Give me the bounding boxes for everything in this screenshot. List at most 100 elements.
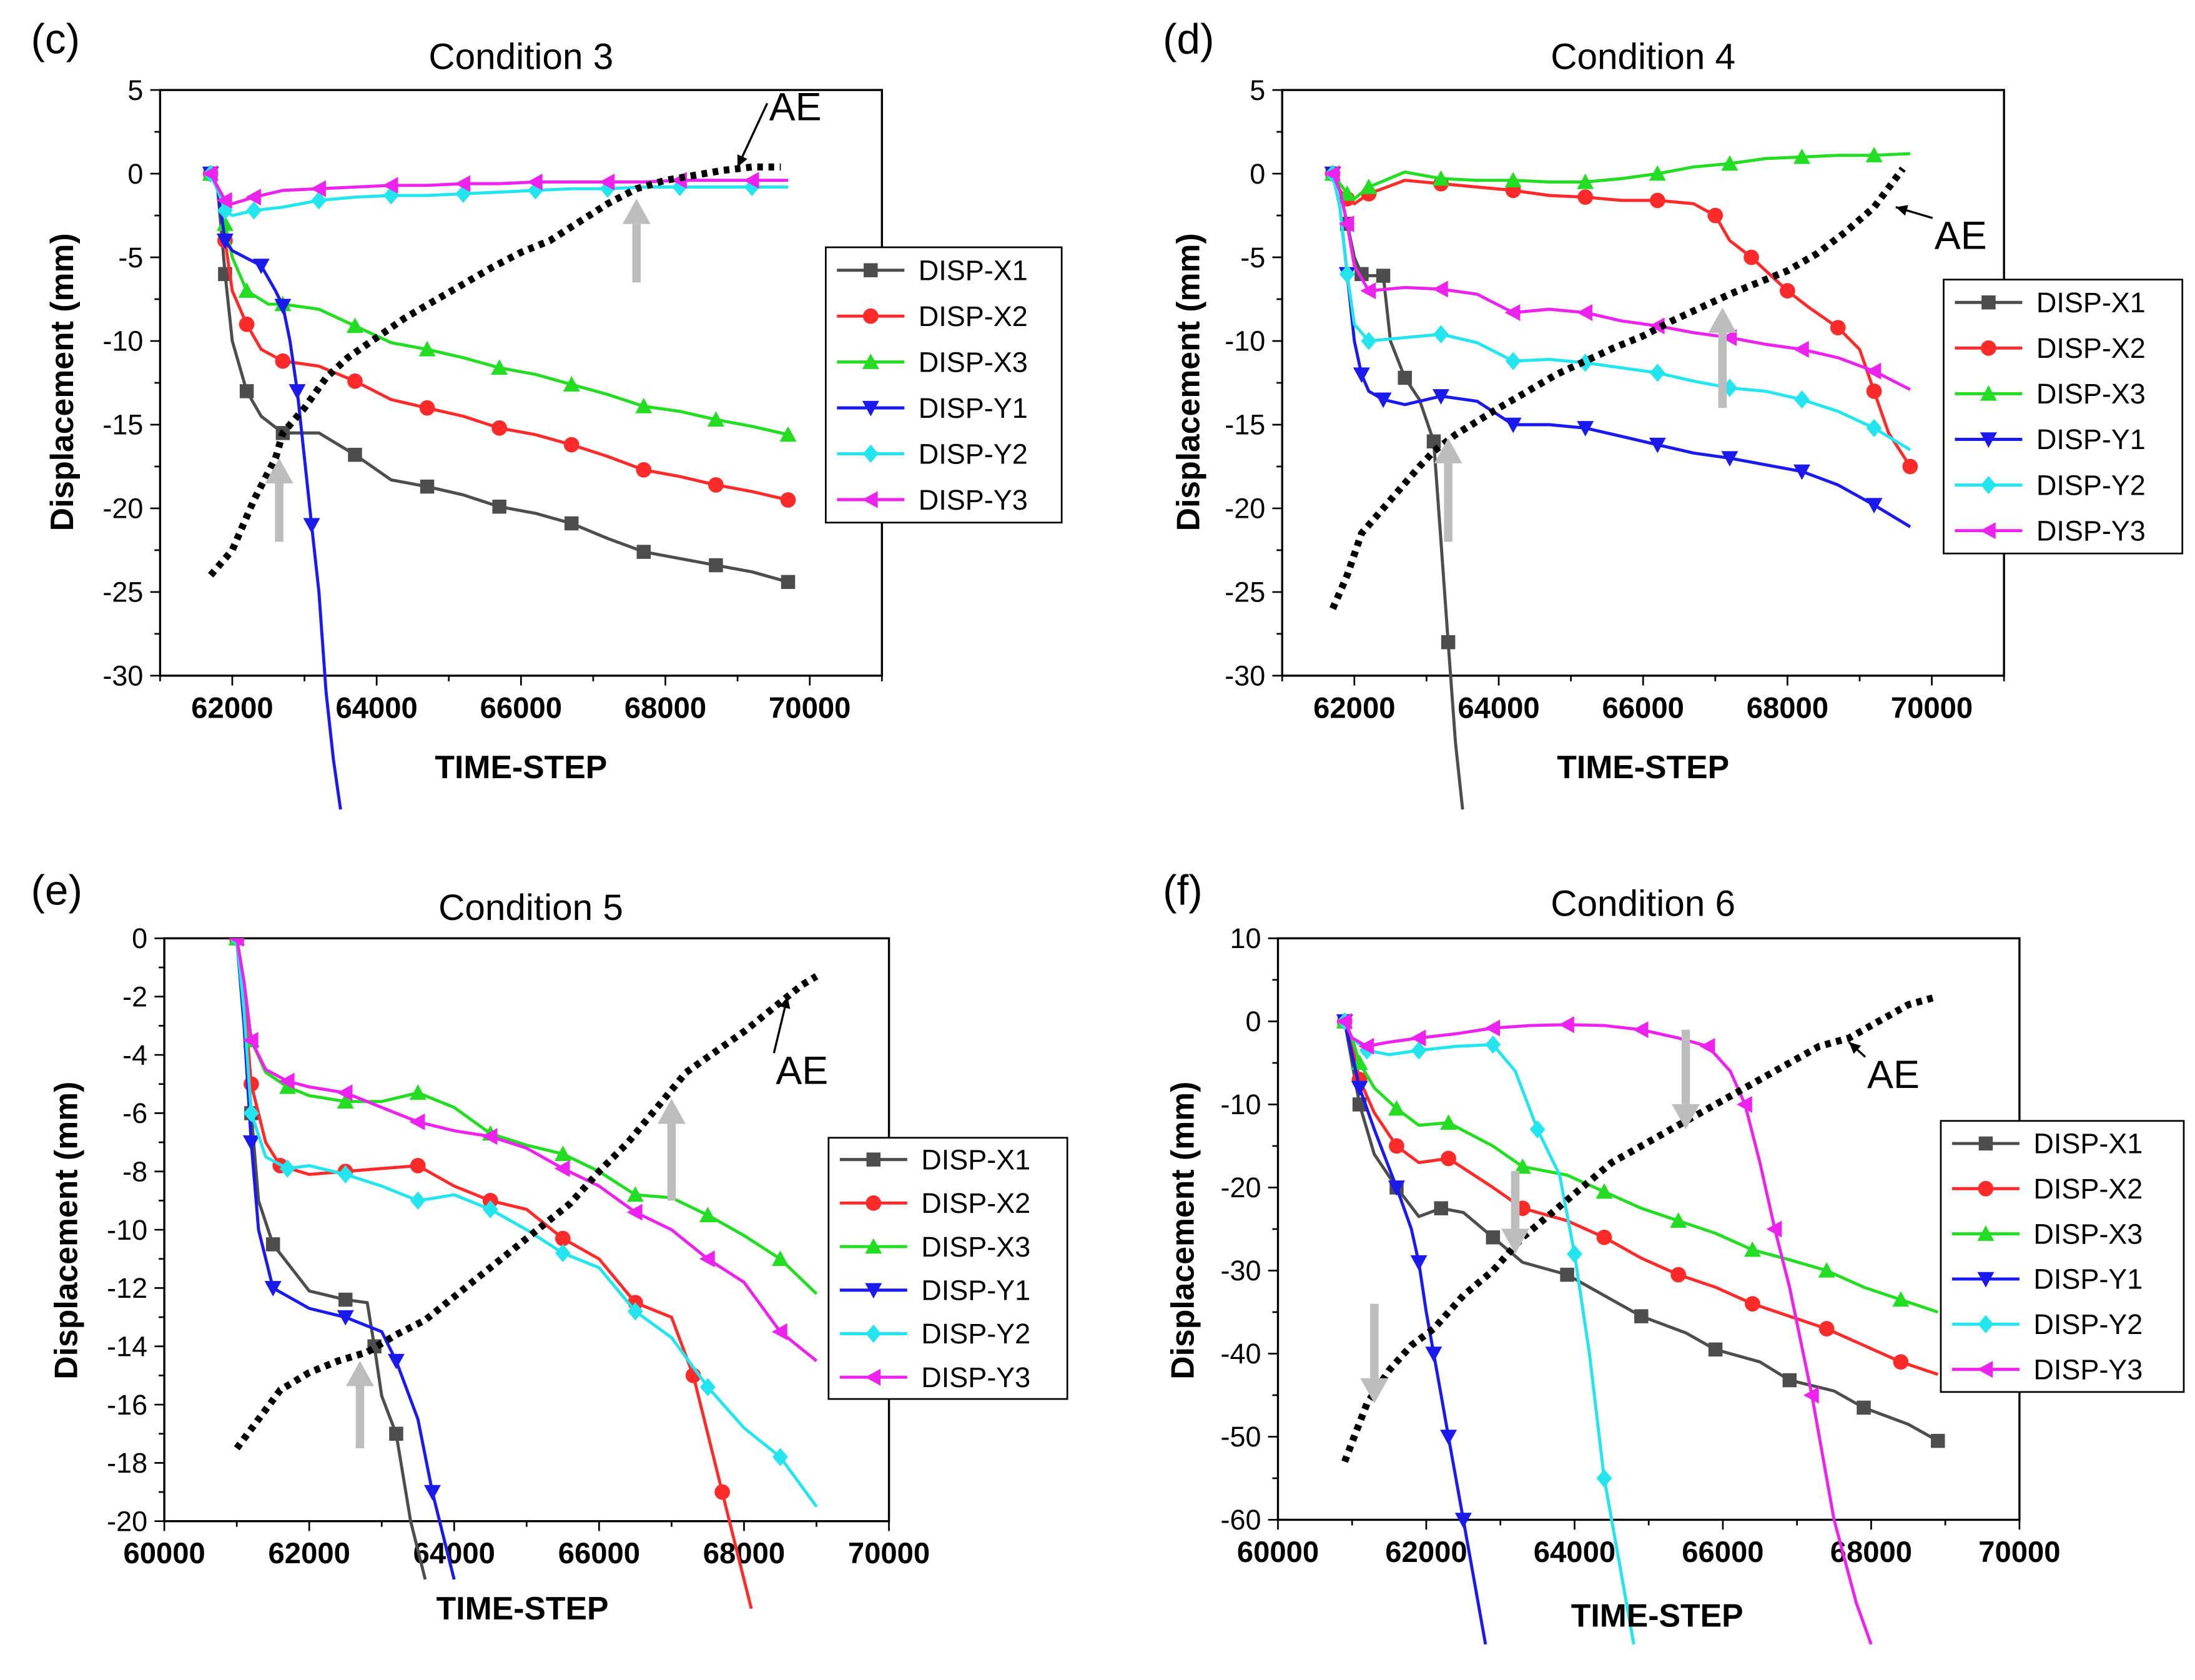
data-point-disp-x1-c	[636, 545, 651, 559]
data-point-disp-y3-e	[699, 1250, 715, 1268]
data-point-disp-y3-f	[1632, 1021, 1649, 1039]
x-tick-label-e: 60000	[123, 1537, 205, 1570]
ae-pointer-line-c	[736, 102, 769, 168]
legend-marker-disp-y1-f	[1977, 1272, 1995, 1288]
y-tick-label-e: -18	[107, 1447, 147, 1479]
series-line-ae-f	[1341, 993, 1939, 1463]
y-tick-label-e: -6	[122, 1097, 147, 1129]
legend-label-disp-x1-d: DISP-X1	[2036, 287, 2146, 319]
series-line-disp-y1-f	[1343, 1020, 1487, 1645]
y-tick-label-e: -12	[107, 1272, 147, 1304]
data-point-disp-x1-c	[565, 516, 579, 531]
data-point-disp-y3-c	[202, 165, 218, 182]
x-tick-label-f: 64000	[1534, 1536, 1615, 1569]
legend-marker-disp-y1-e	[865, 1283, 882, 1299]
data-point-disp-x2-c	[708, 477, 724, 493]
y-tick-label-e: -16	[107, 1389, 147, 1421]
data-point-disp-x1-f	[1708, 1342, 1723, 1357]
legend-d: DISP-X1 DISP-X2 DISP-X3 DISP-Y1 DISP-Y2 DISP-…	[1943, 279, 2184, 555]
ae-pointer-arrowhead-f	[1848, 1042, 1862, 1054]
plot-f: 60000 62000 64000 66000 68000 70000100-10-20-…	[1220, 922, 2185, 1645]
gray-arrowhead-f	[1501, 1228, 1529, 1254]
data-point-disp-y1-e	[337, 1310, 354, 1326]
y-tick-label-e: -2	[122, 981, 147, 1012]
x-axis-label-e: TIME-STEP	[437, 1590, 609, 1626]
data-point-disp-x3-c	[238, 282, 255, 298]
x-tick-label-d: 68000	[1747, 691, 1828, 724]
legend-label-disp-y3-d: DISP-Y3	[2036, 515, 2146, 546]
legend-marker-disp-x3-c	[862, 353, 879, 369]
data-point-disp-y2-f	[1567, 1245, 1582, 1263]
legend-label-disp-x2-f: DISP-X2	[2033, 1173, 2143, 1205]
data-point-disp-y1-d	[1649, 437, 1666, 453]
data-point-disp-y1-f	[1410, 1255, 1428, 1271]
data-point-disp-x1-c	[781, 575, 796, 590]
data-point-disp-y1-c	[274, 299, 292, 315]
data-point-disp-y2-d	[1361, 332, 1377, 350]
y-tick-label-f: -50	[1220, 1421, 1261, 1453]
y-tick-label-c: -25	[102, 576, 143, 608]
data-point-disp-x1-f	[1434, 1201, 1448, 1215]
data-point-disp-x3-e	[409, 1084, 427, 1100]
legend-c: DISP-X1 DISP-X2 DISP-X3 DISP-Y1 DISP-Y2 DISP-…	[824, 246, 1063, 524]
series-line-disp-y2-f	[1343, 1020, 1635, 1645]
y-tick-label-c: -15	[102, 409, 143, 441]
data-point-disp-x1-f	[1560, 1267, 1574, 1282]
data-point-disp-y3-d	[1338, 215, 1354, 232]
legend-marker-disp-x3-d	[1980, 385, 1997, 401]
legend-box-e	[827, 1137, 1068, 1400]
legend-label-disp-y1-d: DISP-Y1	[2036, 423, 2146, 455]
data-point-disp-y1-d	[1577, 421, 1594, 437]
gray-arrowhead-c	[622, 199, 651, 224]
data-point-disp-x3-d	[1793, 148, 1810, 164]
data-point-disp-y3-d	[1793, 340, 1809, 358]
legend-e: DISP-X1 DISP-X2 DISP-X3 DISP-Y1 DISP-Y2 DISP-…	[827, 1137, 1068, 1400]
y-tick-label-c: 5	[127, 74, 143, 106]
legend-label-disp-y1-c: DISP-Y1	[919, 392, 1028, 424]
legend-marker-disp-x2-e	[866, 1195, 882, 1211]
data-point-disp-y2-f	[1529, 1120, 1546, 1139]
y-tick-label-e: -8	[122, 1155, 147, 1187]
data-point-disp-y3-e	[242, 1032, 259, 1049]
series-line-disp-y1-d	[1331, 173, 1911, 528]
data-point-disp-x2-c	[563, 437, 580, 453]
legend-marker-disp-x2-d	[1981, 340, 1996, 356]
data-point-disp-x2-c	[419, 400, 435, 416]
data-point-disp-y3-e	[279, 1072, 295, 1090]
data-point-disp-y1-c	[252, 259, 270, 274]
y-tick-label-f: 10	[1230, 922, 1261, 954]
data-point-disp-y1-e	[423, 1485, 441, 1501]
data-point-disp-x1-c	[709, 558, 723, 573]
legend-label-disp-x2-e: DISP-X2	[921, 1187, 1030, 1219]
x-axis-label-f: TIME-STEP	[1571, 1597, 1744, 1633]
ae-label-f: AE	[1867, 1053, 1920, 1097]
data-point-disp-x3-f	[1596, 1183, 1613, 1199]
data-point-disp-x3-e	[554, 1145, 571, 1161]
data-point-disp-x3-c	[779, 426, 797, 442]
y-axis-label-c: Displacement (mm)	[44, 233, 80, 531]
y-tick-label-c: -5	[118, 242, 143, 274]
data-point-disp-y2-c	[311, 191, 327, 210]
panel-f: (f) Condition 6 60000 62000 64000 66000 6800…	[1163, 867, 2185, 1645]
axes-frame-c	[159, 89, 883, 677]
x-axis-label-d: TIME-STEP	[1557, 749, 1729, 785]
data-point-disp-x3-c	[707, 411, 724, 427]
axes-frame-f	[1276, 937, 2021, 1521]
data-point-disp-y3-e	[554, 1160, 570, 1177]
data-point-disp-y2-d	[1339, 265, 1355, 284]
series-line-disp-x3-d	[1331, 152, 1911, 200]
data-point-disp-x2-c	[636, 462, 652, 478]
legend-label-disp-y3-e: DISP-Y3	[921, 1361, 1030, 1393]
series-line-ae-d	[1329, 166, 1906, 610]
legend-marker-disp-x2-f	[1978, 1180, 1994, 1197]
y-tick-label-c: -10	[102, 325, 143, 357]
chart-title-e: Condition 5	[438, 887, 623, 928]
gray-arrowhead-f	[1360, 1378, 1389, 1404]
data-point-disp-y1-d	[1433, 389, 1450, 405]
data-point-disp-x3-e	[626, 1186, 644, 1202]
data-point-disp-x2-e	[555, 1230, 571, 1247]
x-tick-label-d: 64000	[1458, 691, 1539, 724]
plot-e: 60000 62000 64000 66000 68000 70000 0 -2 -4 -6 -8 -…	[107, 922, 1068, 1609]
data-point-disp-y2-d	[1505, 352, 1521, 370]
data-point-disp-x1-c	[492, 500, 506, 514]
